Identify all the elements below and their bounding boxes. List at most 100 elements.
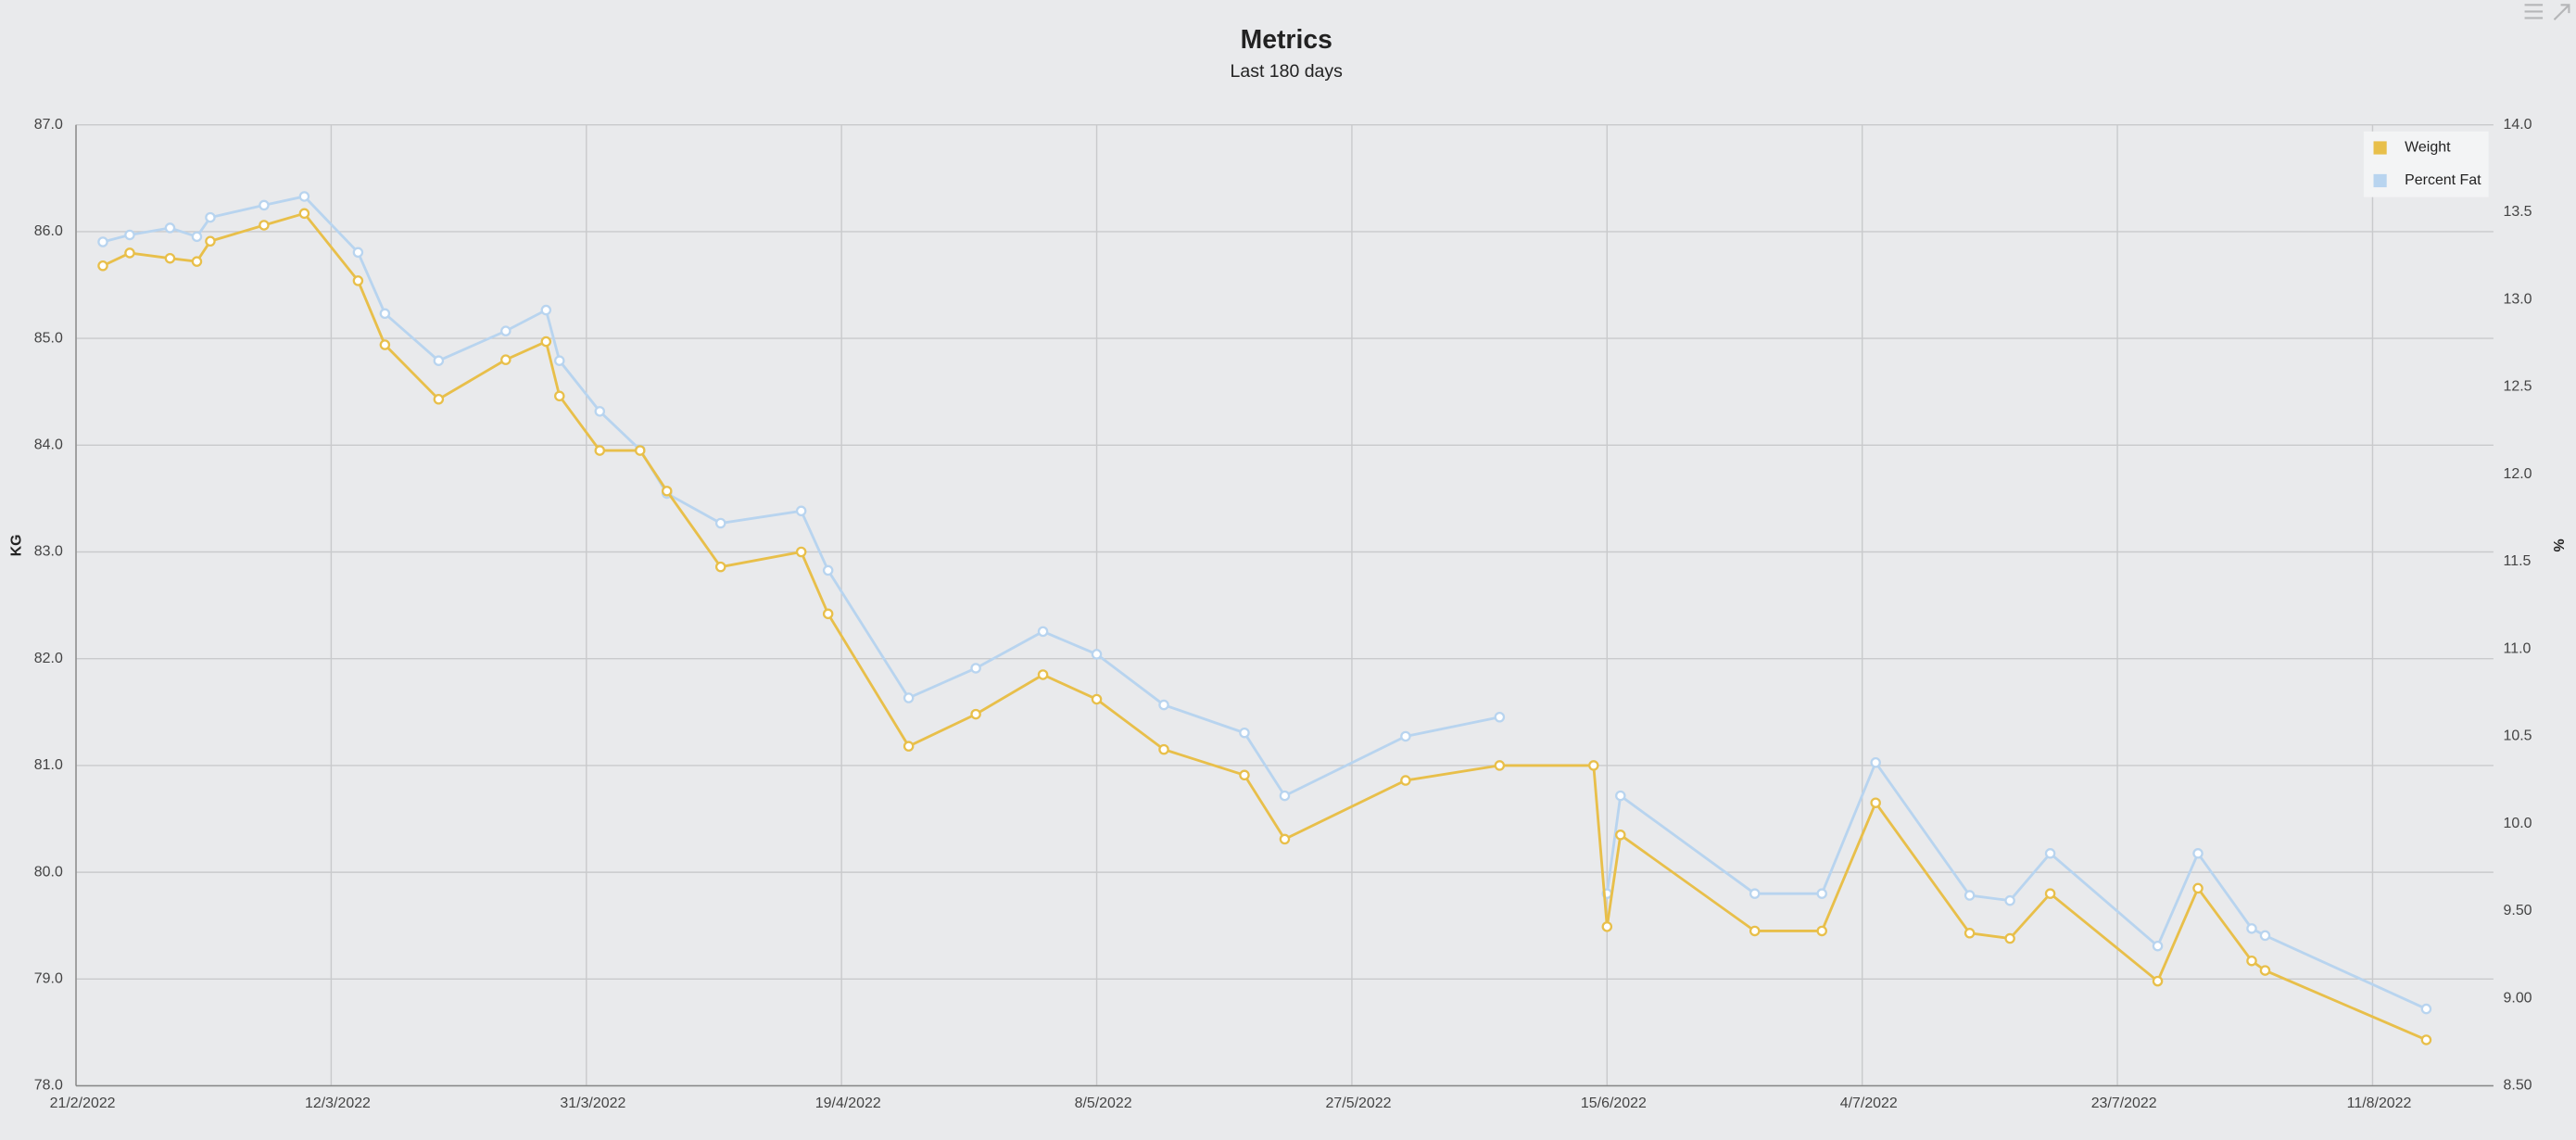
point: [970, 663, 981, 674]
point: [554, 355, 565, 366]
point: [2192, 848, 2203, 859]
point: [97, 260, 108, 272]
point: [2246, 923, 2257, 934]
point: [1615, 830, 1626, 841]
point: [2152, 975, 2164, 987]
x-tick-label: 31/3/2022: [560, 1096, 625, 1111]
point: [1400, 730, 1411, 742]
point: [379, 308, 391, 320]
x-tick-label: 21/2/2022: [50, 1096, 116, 1111]
y2-tick-label: 11.5: [2504, 553, 2532, 569]
x-tick-label: 15/6/2022: [1581, 1096, 1647, 1111]
point: [2246, 955, 2257, 967]
point: [661, 486, 673, 497]
chart-subtitle: Last 180 days: [1231, 61, 1344, 82]
y2-tick-label: 11.0: [2504, 640, 2532, 656]
legend-swatch: [2373, 173, 2387, 188]
point: [298, 191, 310, 202]
point: [1037, 669, 1049, 680]
point: [2259, 930, 2271, 942]
point: [2044, 888, 2056, 899]
y2-tick-label: 8.50: [2504, 1078, 2532, 1094]
point: [191, 256, 203, 267]
x-tick-label: 4/7/2022: [1840, 1096, 1898, 1111]
point: [1749, 888, 1761, 899]
y2-tick-label: 12.0: [2504, 466, 2532, 482]
point: [554, 390, 565, 402]
point: [1037, 626, 1049, 638]
point: [540, 336, 552, 348]
chart-title: Metrics: [1241, 25, 1332, 55]
point: [594, 406, 606, 417]
point: [259, 199, 270, 211]
point: [634, 445, 646, 456]
legend-swatch: [2373, 141, 2387, 155]
point: [1870, 797, 1881, 808]
y2-tick-label: 9.50: [2504, 903, 2532, 918]
point: [352, 275, 364, 286]
point: [2192, 882, 2203, 894]
point: [433, 355, 445, 366]
point: [2420, 1003, 2432, 1015]
point: [903, 692, 915, 703]
point: [1239, 727, 1250, 739]
x-tick-label: 23/7/2022: [2091, 1096, 2157, 1111]
y-tick-label: 84.0: [34, 437, 63, 453]
point: [124, 229, 135, 241]
menu-icon[interactable]: [2524, 4, 2544, 19]
y2-tick-label: 13.5: [2504, 204, 2532, 220]
point: [822, 564, 834, 576]
y2-tick-label: 14.0: [2504, 117, 2532, 133]
y-tick-label: 78.0: [34, 1078, 63, 1094]
legend-label: Weight: [2405, 140, 2451, 156]
point: [1158, 699, 1169, 711]
y-tick-label: 82.0: [34, 651, 63, 666]
point: [97, 236, 108, 247]
x-tick-label: 8/5/2022: [1075, 1096, 1132, 1111]
point: [191, 231, 203, 243]
y-tick-label: 87.0: [34, 117, 63, 133]
y2-tick-label: 12.5: [2504, 379, 2532, 395]
point: [795, 546, 807, 558]
point: [1749, 925, 1761, 937]
x-tick-label: 19/4/2022: [815, 1096, 881, 1111]
y-tick-label: 81.0: [34, 757, 63, 773]
point: [540, 304, 552, 316]
point: [500, 325, 511, 336]
point: [2004, 894, 2015, 906]
point: [795, 505, 807, 517]
point: [124, 247, 135, 259]
point: [1964, 928, 1976, 939]
y-axis-label: KG: [8, 534, 24, 556]
point: [970, 708, 981, 720]
point: [714, 517, 726, 529]
point: [2420, 1034, 2432, 1045]
point: [2152, 940, 2164, 952]
point: [1239, 769, 1250, 781]
point: [259, 220, 270, 231]
expand-icon[interactable]: [2553, 4, 2570, 21]
y2-tick-label: 10.5: [2504, 728, 2532, 744]
point: [1615, 790, 1626, 802]
point: [1964, 890, 1976, 901]
y2-axis-label: %: [2550, 538, 2566, 551]
point: [1870, 757, 1881, 768]
point: [1494, 760, 1506, 771]
point: [594, 445, 606, 456]
point: [2004, 932, 2015, 944]
y-tick-label: 80.0: [34, 864, 63, 880]
point: [822, 608, 834, 620]
point: [500, 354, 511, 365]
point: [1816, 925, 1827, 937]
point: [205, 235, 216, 247]
y2-tick-label: 10.0: [2504, 816, 2532, 831]
point: [298, 208, 310, 220]
point: [1091, 649, 1103, 660]
point: [205, 211, 216, 223]
point: [1816, 888, 1827, 899]
point: [379, 339, 391, 350]
x-tick-label: 12/3/2022: [305, 1096, 371, 1111]
point: [1158, 743, 1169, 755]
